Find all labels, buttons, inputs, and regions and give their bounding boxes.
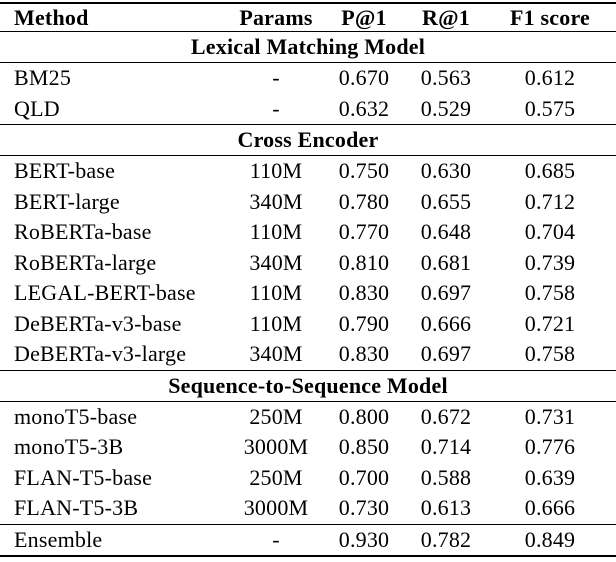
table-row: monoT5-base 250M 0.800 0.672 0.731: [0, 401, 616, 432]
r1-cell: 0.655: [420, 188, 472, 214]
method-cell: FLAN-T5-base: [14, 464, 153, 490]
column-header-method: Method: [0, 3, 232, 32]
params-cell: 340M: [249, 249, 303, 275]
method-cell: DeBERTa-v3-base: [14, 310, 182, 336]
r1-cell: 0.697: [420, 341, 472, 367]
method-cell: monoT5-3B: [14, 434, 124, 460]
table-row: FLAN-T5-base 250M 0.700 0.588 0.639: [0, 463, 616, 494]
p1-cell: 0.670: [338, 65, 390, 91]
method-cell: DeBERTa-v3-large: [14, 341, 187, 367]
section-header-row: Sequence-to-Sequence Model: [0, 369, 616, 402]
p1-cell: 0.830: [338, 280, 390, 306]
params-cell: 250M: [249, 403, 303, 429]
r1-cell: 0.782: [408, 523, 484, 556]
p1-cell: 0.700: [338, 464, 390, 490]
params-cell: 250M: [249, 464, 303, 490]
f1-cell: 0.612: [524, 65, 576, 91]
p1-cell: 0.930: [320, 523, 408, 556]
table-header: Method Params P@1 R@1 F1 score: [0, 3, 616, 32]
f1-cell: 0.758: [524, 341, 576, 367]
params-cell: 340M: [249, 188, 303, 214]
params-cell: -: [272, 65, 280, 91]
p1-cell: 0.730: [338, 495, 390, 521]
f1-cell: 0.666: [524, 495, 576, 521]
method-cell: FLAN-T5-3B: [14, 495, 139, 521]
p1-cell: 0.632: [338, 95, 390, 121]
section-header-row: Lexical Matching Model: [0, 31, 616, 63]
section-header-row: Cross Encoder: [0, 124, 616, 156]
r1-cell: 0.714: [420, 434, 472, 460]
p1-cell: 0.770: [338, 219, 390, 245]
table-row: RoBERTa-large 340M 0.810 0.681 0.739: [0, 248, 616, 279]
r1-cell: 0.588: [420, 464, 472, 490]
table-row: LEGAL-BERT-base 110M 0.830 0.697 0.758: [0, 278, 616, 309]
r1-cell: 0.666: [420, 310, 472, 336]
method-cell: monoT5-base: [14, 403, 138, 429]
column-header-params: Params: [232, 3, 320, 32]
r1-cell: 0.697: [420, 280, 472, 306]
f1-cell: 0.704: [524, 219, 576, 245]
table-row: Ensemble -0.930 0.782 0.849: [0, 523, 616, 556]
column-header-r-at-1: R@1: [408, 3, 484, 32]
params-cell: 110M: [249, 219, 303, 245]
table-row: DeBERTa-v3-base 110M 0.790 0.666 0.721: [0, 309, 616, 340]
method-cell: BERT-large: [14, 188, 120, 214]
r1-cell: 0.613: [420, 495, 472, 521]
column-header-f1-score: F1 score: [484, 3, 616, 32]
column-header-p-at-1: P@1: [320, 3, 408, 32]
f1-cell: 0.731: [524, 403, 576, 429]
params-cell: 3000M: [243, 495, 309, 521]
f1-cell: 0.776: [524, 434, 576, 460]
f1-cell: 0.849: [484, 523, 616, 556]
method-cell: BERT-base: [14, 158, 116, 184]
method-cell: LEGAL-BERT-base: [14, 280, 196, 306]
params-cell: 110M: [249, 280, 303, 306]
r1-cell: 0.681: [420, 249, 472, 275]
p1-cell: 0.800: [338, 403, 390, 429]
table-row: QLD - 0.632 0.529 0.575: [0, 94, 616, 125]
params-cell: 110M: [249, 310, 303, 336]
table-row: DeBERTa-v3-large 340M 0.830 0.697 0.758: [0, 339, 616, 370]
method-cell: RoBERTa-large: [14, 249, 157, 275]
f1-cell: 0.758: [524, 280, 576, 306]
params-cell: 3000M: [243, 434, 309, 460]
f1-cell: 0.721: [524, 310, 576, 336]
section-header: Lexical Matching Model: [0, 31, 616, 63]
method-cell: BM25: [14, 65, 72, 91]
p1-cell: 0.810: [338, 249, 390, 275]
r1-cell: 0.630: [420, 158, 472, 184]
table-row: FLAN-T5-3B 3000M 0.730 0.613 0.666: [0, 493, 616, 524]
section-header: Sequence-to-Sequence Model: [0, 369, 616, 402]
params-cell: 340M: [249, 341, 303, 367]
table-header-row: Method Params P@1 R@1 F1 score: [0, 3, 616, 32]
table-body: Lexical Matching Model BM25 - 0.670 0.563 0.6…: [0, 31, 616, 556]
method-cell: QLD: [14, 95, 60, 121]
table-row: RoBERTa-base 110M 0.770 0.648 0.704: [0, 217, 616, 248]
params-cell: -: [272, 95, 280, 121]
r1-cell: 0.529: [420, 95, 472, 121]
f1-cell: 0.639: [524, 464, 576, 490]
table-row: BERT-base 110M 0.750 0.630 0.685: [0, 156, 616, 187]
params-cell: 110M: [249, 158, 303, 184]
r1-cell: 0.672: [420, 403, 472, 429]
f1-cell: 0.575: [524, 95, 576, 121]
p1-cell: 0.830: [338, 341, 390, 367]
method-cell: Ensemble: [0, 523, 232, 556]
table-row: BM25 - 0.670 0.563 0.612: [0, 63, 616, 94]
p1-cell: 0.750: [338, 158, 390, 184]
p1-cell: 0.850: [338, 434, 390, 460]
section-header: Cross Encoder: [0, 124, 616, 156]
f1-cell: 0.739: [524, 249, 576, 275]
p1-cell: 0.780: [338, 188, 390, 214]
r1-cell: 0.648: [420, 219, 472, 245]
method-cell: RoBERTa-base: [14, 219, 152, 245]
f1-cell: 0.685: [524, 158, 576, 184]
p1-cell: 0.790: [338, 310, 390, 336]
table-row: monoT5-3B 3000M 0.850 0.714 0.776: [0, 432, 616, 463]
params-cell: -: [232, 523, 320, 556]
f1-cell: 0.712: [524, 188, 576, 214]
r1-cell: 0.563: [420, 65, 472, 91]
table-row: BERT-large 340M 0.780 0.655 0.712: [0, 187, 616, 218]
